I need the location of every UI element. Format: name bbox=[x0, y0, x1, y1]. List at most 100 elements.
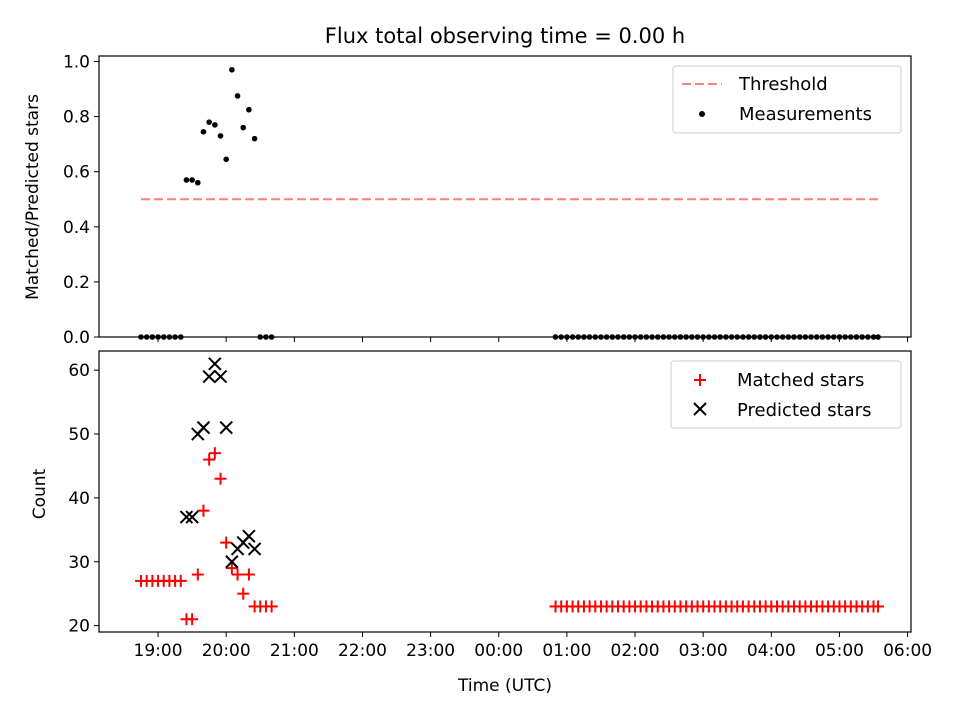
measurement-point bbox=[830, 334, 837, 340]
measurement-point bbox=[762, 334, 769, 340]
predicted-point bbox=[213, 369, 228, 384]
x-tick-label: 01:00 bbox=[542, 641, 591, 661]
matched-point bbox=[214, 472, 227, 485]
measurement-point bbox=[632, 334, 638, 340]
y-tick-label: 0.0 bbox=[63, 328, 90, 348]
legend-box-bottom bbox=[670, 360, 902, 429]
measurement-point bbox=[842, 334, 848, 340]
predicted-point bbox=[219, 420, 233, 435]
predicted-point bbox=[179, 510, 194, 524]
measurement-point bbox=[609, 334, 616, 340]
y-axis-label-bottom: Count bbox=[30, 468, 50, 519]
legend-box-top bbox=[672, 65, 902, 134]
x-tick-label: 02:00 bbox=[611, 641, 660, 661]
measurement-point bbox=[217, 133, 224, 139]
measurement-point bbox=[694, 334, 701, 340]
measurement-point bbox=[751, 334, 758, 340]
measurement-point bbox=[569, 334, 576, 340]
measurement-point bbox=[666, 334, 672, 340]
measurement-point bbox=[166, 334, 173, 340]
measurement-point bbox=[870, 334, 877, 340]
legend-predicted-label: Predicted stars bbox=[737, 400, 871, 421]
x-tick-label: 20:00 bbox=[202, 641, 251, 661]
predicted-point bbox=[185, 510, 199, 524]
measurement-point bbox=[268, 334, 275, 340]
matched-point bbox=[265, 600, 278, 613]
measurement-point bbox=[620, 334, 627, 340]
measurement-point bbox=[689, 334, 695, 340]
series-layer-top bbox=[138, 66, 881, 340]
matched-point bbox=[191, 568, 204, 581]
measurement-point bbox=[848, 334, 854, 340]
measurement-point bbox=[853, 334, 860, 340]
measurement-point bbox=[836, 334, 843, 340]
measurement-point bbox=[717, 334, 724, 340]
measurement-point bbox=[138, 334, 144, 340]
measurement-point bbox=[768, 334, 775, 340]
measurement-point bbox=[626, 334, 633, 340]
measurement-point bbox=[160, 334, 167, 340]
legend-measurements-label: Measurements bbox=[739, 104, 872, 125]
measurement-point bbox=[728, 334, 735, 340]
y-tick-label: 20 bbox=[68, 617, 90, 637]
matched-point bbox=[237, 587, 250, 600]
series-layer-bottom bbox=[135, 357, 885, 626]
y-tick-label: 0.8 bbox=[63, 108, 90, 128]
measurement-point bbox=[598, 334, 604, 340]
y-tick-label: 60 bbox=[68, 361, 90, 381]
measurement-point bbox=[757, 334, 763, 340]
x-tick-label: 19:00 bbox=[134, 641, 183, 661]
measurement-point bbox=[183, 177, 190, 183]
measurement-point bbox=[825, 334, 831, 340]
predicted-point bbox=[247, 542, 262, 556]
measurement-point bbox=[683, 334, 689, 340]
measurement-point bbox=[240, 124, 247, 131]
measurement-point bbox=[808, 334, 814, 340]
measurement-point bbox=[723, 334, 729, 340]
measurement-point bbox=[564, 334, 570, 340]
measurement-point bbox=[552, 334, 559, 340]
measurement-point bbox=[189, 177, 195, 183]
measurement-point bbox=[671, 334, 678, 340]
legend-matched-swatch bbox=[694, 374, 706, 386]
measurement-point bbox=[865, 334, 871, 340]
measurement-point bbox=[859, 334, 865, 340]
matched-point bbox=[225, 562, 238, 575]
measurement-point bbox=[177, 334, 184, 340]
measurement-point bbox=[745, 334, 752, 340]
plot-frame-top bbox=[98, 55, 912, 338]
legend-predicted-swatch bbox=[693, 402, 707, 416]
y-tick-label: 40 bbox=[68, 489, 90, 509]
measurement-point bbox=[195, 179, 201, 186]
measurement-point bbox=[791, 334, 797, 340]
x-tick-label: 21:00 bbox=[270, 641, 319, 661]
matched-point bbox=[242, 568, 255, 581]
measurement-point bbox=[819, 334, 826, 340]
x-tick-label: 23:00 bbox=[406, 641, 455, 661]
panel-ratio: 0.0 0.2 0.4 0.6 0.8 1.0 Matched/Predicted sta… bbox=[23, 53, 912, 348]
measurement-point bbox=[206, 119, 212, 125]
measurement-point bbox=[637, 334, 644, 340]
measurement-point bbox=[234, 93, 241, 99]
y-tick-label: 50 bbox=[68, 425, 90, 445]
legend-threshold-label: Threshold bbox=[738, 74, 828, 95]
measurement-point bbox=[581, 334, 587, 340]
measurement-point bbox=[802, 334, 809, 340]
legend-measurements-swatch bbox=[699, 111, 705, 117]
measurement-point bbox=[649, 334, 655, 340]
chart-title: Flux total observing time = 0.00 h bbox=[325, 24, 685, 48]
measurement-point bbox=[200, 128, 207, 135]
measurement-point bbox=[229, 66, 235, 73]
measurement-point bbox=[875, 334, 881, 340]
x-tick-label: 00:00 bbox=[474, 641, 523, 661]
matched-point bbox=[220, 536, 233, 549]
plot-frame-bottom bbox=[98, 350, 912, 633]
measurement-point bbox=[251, 135, 258, 142]
panel-count: 20 30 40 50 60 19:00 20:00 21:00 22:00 23:00 00:0… bbox=[30, 350, 932, 696]
measurement-point bbox=[643, 334, 650, 340]
measurement-point bbox=[813, 334, 820, 340]
measurement-point bbox=[779, 334, 786, 340]
y-tick-label: 0.4 bbox=[63, 218, 90, 238]
y-tick-label: 0.2 bbox=[63, 273, 90, 293]
measurement-point bbox=[785, 334, 792, 340]
